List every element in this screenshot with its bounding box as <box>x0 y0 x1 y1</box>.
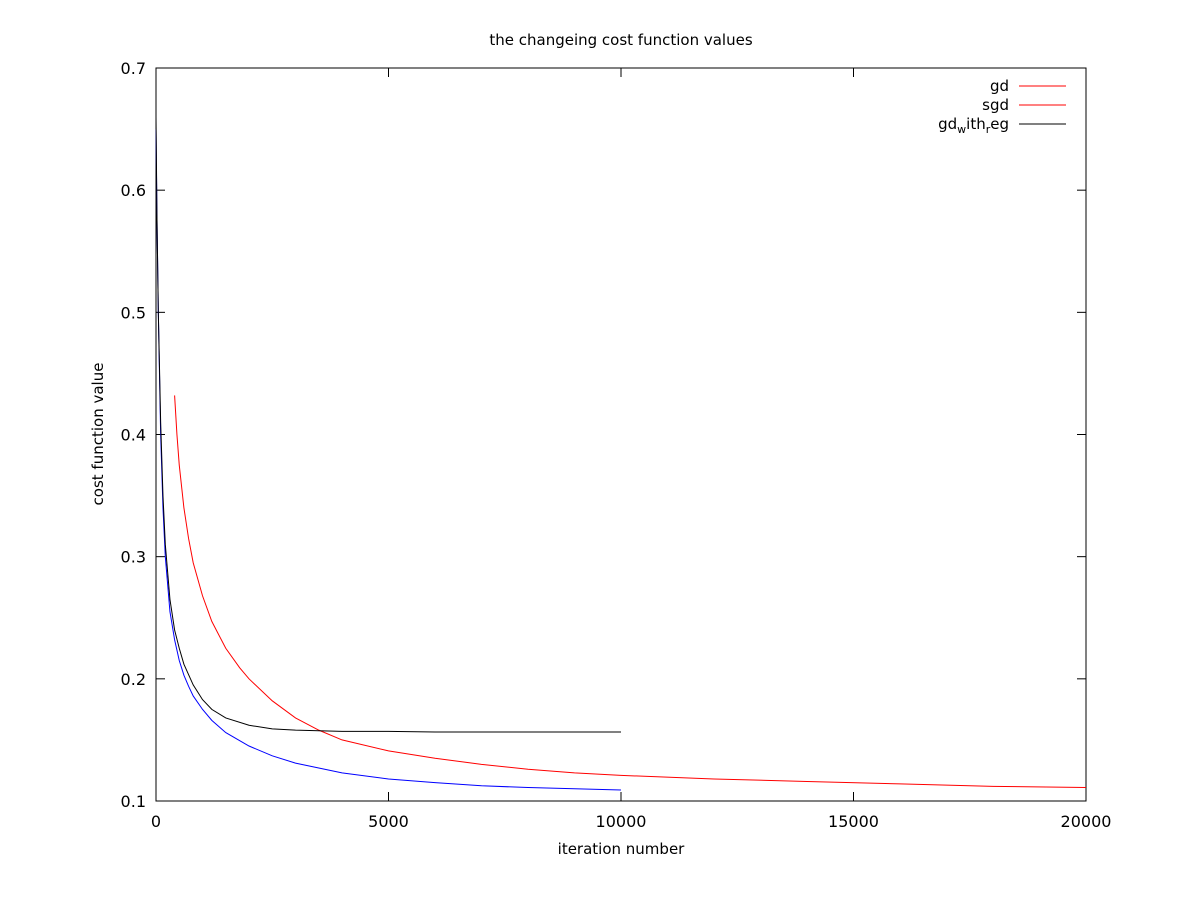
series-line-0 <box>155 129 622 791</box>
x-axis-label: iteration number <box>558 840 686 858</box>
plot-frame <box>155 67 1087 802</box>
y-tick-label: 0.4 <box>121 426 146 445</box>
legend-label: gdwithreg <box>938 115 1009 136</box>
legend-label-part: r <box>986 123 991 136</box>
x-tick-label: 20000 <box>1061 812 1112 831</box>
y-tick-label: 0.3 <box>121 548 146 567</box>
x-tick-label: 5000 <box>368 812 409 831</box>
y-tick-label: 0.7 <box>121 59 146 78</box>
x-tick-label: 15000 <box>828 812 879 831</box>
legend-label-part: w <box>957 123 966 136</box>
legend-label-part: gd <box>938 115 957 133</box>
legend-label-part: ith <box>966 115 986 133</box>
x-tick-label: 10000 <box>596 812 647 831</box>
series-line-2 <box>155 116 621 733</box>
series-line-1 <box>174 395 1087 789</box>
legend-label: gd <box>990 77 1009 95</box>
y-tick-label: 0.5 <box>121 303 146 322</box>
legend-label-part: eg <box>990 115 1009 133</box>
x-tick-label: 0 <box>151 812 161 831</box>
legend-label: sgd <box>982 96 1009 114</box>
y-tick-label: 0.1 <box>121 792 146 811</box>
chart-title: the changeing cost function values <box>489 31 752 49</box>
y-tick-label: 0.6 <box>121 181 146 200</box>
y-axis-label: cost function value <box>89 363 107 506</box>
y-tick-label: 0.2 <box>121 670 146 689</box>
